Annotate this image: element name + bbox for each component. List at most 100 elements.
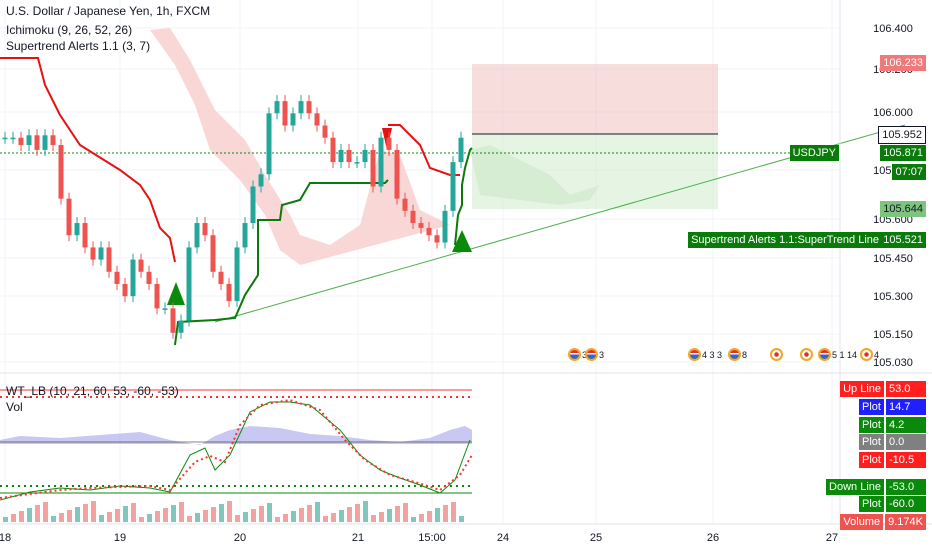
buy-arrow-2 — [452, 230, 472, 252]
wt-legend[interactable]: WT_LB (10, 21, 60, 53, -60, -53) — [6, 384, 179, 398]
wt-badge-label: Plot — [859, 452, 884, 468]
volume-bar — [219, 504, 224, 522]
candle-body — [242, 223, 248, 248]
candle-body — [282, 101, 288, 126]
economic-event-icon[interactable] — [800, 348, 813, 361]
ichimoku-cloud-bearish — [150, 28, 450, 265]
time-tick-label: 25 — [590, 532, 602, 544]
volume-bar — [115, 509, 120, 522]
wt-red-dotted-line — [0, 398, 473, 499]
jp-flag-icon — [860, 348, 873, 361]
volume-bar — [451, 502, 456, 522]
economic-event-icon[interactable] — [770, 348, 783, 361]
us-flag-icon — [728, 348, 741, 361]
volume-bar — [3, 517, 8, 522]
candle-body — [106, 247, 112, 272]
wt-badge: Volume 9.174K — [840, 514, 926, 530]
event-count: 3 — [599, 349, 605, 360]
candle-body — [170, 308, 176, 333]
candle-body — [322, 125, 328, 138]
stop-zone — [472, 64, 718, 134]
candle-body — [354, 162, 360, 164]
candle-body — [154, 283, 160, 309]
wt-badge-label: Plot — [859, 399, 884, 415]
volume-bar — [323, 516, 328, 522]
wt-badge-value: 0.0 — [886, 434, 926, 450]
candle-body — [10, 137, 16, 140]
ichimoku-legend[interactable]: Ichimoku (9, 26, 52, 26) — [6, 23, 133, 37]
economic-event-icon[interactable]: 4 — [860, 348, 879, 361]
volume-bar — [427, 511, 432, 522]
volume-bar — [379, 512, 384, 522]
economic-event-icon[interactable]: 3 — [568, 348, 587, 361]
volume-bar — [235, 515, 240, 522]
volume-bar — [267, 503, 272, 522]
volume-bar — [35, 505, 40, 522]
volume-bar — [355, 504, 360, 522]
candle-body — [434, 235, 440, 243]
symbol-price-badge: 105.871 — [880, 145, 926, 161]
candle-body — [450, 162, 456, 211]
wt-badge: Plot 14.7 — [859, 399, 926, 415]
candle-body — [370, 149, 376, 187]
event-count: 5 1 14 — [832, 349, 858, 360]
candle-body — [394, 149, 400, 199]
event-count: 8 — [742, 349, 748, 360]
wt-badge-label: Plot — [859, 417, 884, 433]
candle-body — [362, 149, 368, 163]
candle-body — [458, 137, 464, 163]
candle-body — [42, 135, 48, 150]
volume-bar — [211, 507, 216, 522]
candle-body — [186, 247, 192, 321]
volume-bar — [387, 509, 392, 522]
event-count: 4 — [874, 349, 880, 360]
time-tick-label: 20 — [234, 532, 246, 544]
vol-legend[interactable]: Vol — [6, 400, 23, 414]
candle-body — [26, 135, 32, 146]
candle-body — [2, 137, 8, 140]
wt-badge-value: 14.7 — [886, 399, 926, 415]
candle-body — [346, 149, 352, 163]
volume-bar — [163, 508, 168, 522]
wt-badge-value: -53.0 — [886, 479, 926, 495]
candle-body — [298, 101, 304, 114]
volume-bar — [371, 515, 376, 522]
economic-event-icon[interactable]: 3 — [585, 348, 604, 361]
price-tick-label: 105.300 — [873, 291, 913, 303]
candle-body — [442, 210, 448, 243]
volume-bar — [59, 513, 64, 522]
chart-title: U.S. Dollar / Japanese Yen, 1h, FXCM — [6, 4, 211, 18]
candle-body — [50, 135, 56, 146]
candle-body — [18, 137, 24, 146]
wt-badge-label: Down Line — [826, 479, 884, 495]
candle-body — [66, 198, 72, 236]
volume-bar — [75, 507, 80, 522]
candle-body — [226, 283, 232, 302]
price-tick-label: 105.030 — [873, 357, 913, 369]
economic-event-icon[interactable]: 5 1 14 — [818, 348, 857, 361]
volume-bar — [275, 517, 280, 522]
candle-body — [378, 137, 384, 187]
candle-body — [274, 101, 280, 114]
volume-bar — [259, 506, 264, 522]
wt-badge-label: Volume — [840, 514, 884, 530]
candle-body — [130, 259, 136, 297]
candle-body — [314, 113, 320, 126]
volume-bar — [331, 513, 336, 522]
us-flag-icon — [688, 348, 701, 361]
price-tick-label: 106.000 — [873, 107, 913, 119]
volume-bar — [155, 511, 160, 522]
candle-body — [290, 113, 296, 126]
supertrend-legend[interactable]: Supertrend Alerts 1.1 (3, 7) — [6, 39, 151, 53]
volume-bar — [43, 502, 48, 522]
candle-body — [234, 247, 240, 302]
stop-price-badge: 105.644 — [880, 201, 926, 217]
volume-bar — [107, 512, 112, 522]
volume-bar — [243, 512, 248, 522]
economic-event-icon[interactable]: 4 3 3 — [688, 348, 722, 361]
volume-bar — [395, 506, 400, 522]
candle-body — [266, 113, 272, 175]
volume-bar — [11, 514, 16, 522]
economic-event-icon[interactable]: 8 — [728, 348, 747, 361]
